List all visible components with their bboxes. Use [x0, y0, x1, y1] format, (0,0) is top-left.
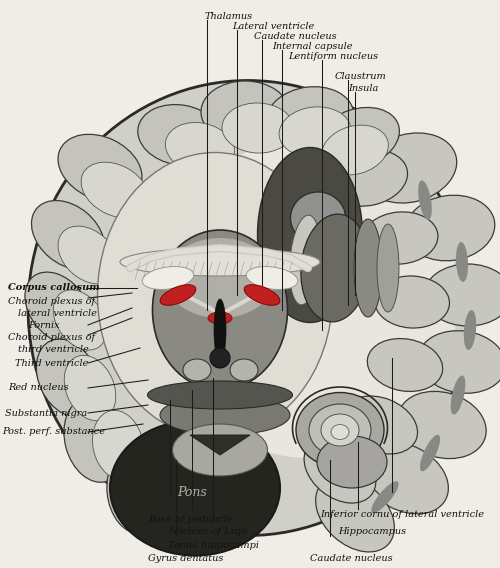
- Ellipse shape: [135, 452, 185, 524]
- Ellipse shape: [244, 285, 280, 305]
- Text: Insula: Insula: [348, 84, 378, 93]
- Ellipse shape: [92, 410, 144, 479]
- Ellipse shape: [362, 442, 448, 514]
- Ellipse shape: [148, 381, 292, 409]
- Ellipse shape: [377, 224, 399, 312]
- Ellipse shape: [316, 476, 394, 552]
- Ellipse shape: [450, 375, 466, 415]
- Text: Red nucleus: Red nucleus: [8, 383, 68, 392]
- Ellipse shape: [317, 436, 387, 488]
- Text: Post. perf. substance: Post. perf. substance: [2, 428, 105, 436]
- Ellipse shape: [138, 105, 222, 165]
- Ellipse shape: [165, 238, 275, 318]
- Ellipse shape: [464, 310, 476, 350]
- Text: third ventricle: third ventricle: [18, 345, 89, 354]
- Ellipse shape: [316, 107, 400, 169]
- Ellipse shape: [98, 152, 332, 437]
- Ellipse shape: [418, 180, 432, 220]
- Ellipse shape: [214, 299, 226, 361]
- Text: Inferior cornu of lateral ventricle: Inferior cornu of lateral ventricle: [320, 510, 484, 519]
- Text: Hippocampus: Hippocampus: [338, 527, 406, 536]
- Ellipse shape: [142, 266, 194, 290]
- Ellipse shape: [301, 214, 369, 322]
- Ellipse shape: [222, 103, 294, 153]
- Ellipse shape: [364, 133, 456, 203]
- Ellipse shape: [405, 195, 495, 261]
- Ellipse shape: [107, 446, 169, 534]
- Ellipse shape: [36, 339, 100, 417]
- Polygon shape: [190, 435, 250, 455]
- Ellipse shape: [290, 192, 346, 244]
- Ellipse shape: [372, 481, 398, 513]
- Text: Third ventricle: Third ventricle: [15, 358, 88, 367]
- Ellipse shape: [32, 201, 104, 269]
- Ellipse shape: [201, 81, 289, 143]
- Ellipse shape: [246, 266, 298, 290]
- Text: Pons: Pons: [177, 486, 207, 499]
- Text: lateral ventricle: lateral ventricle: [18, 308, 97, 318]
- Ellipse shape: [110, 420, 280, 556]
- Ellipse shape: [54, 290, 106, 350]
- Ellipse shape: [230, 359, 258, 381]
- Ellipse shape: [362, 212, 438, 264]
- Text: Claustrum: Claustrum: [335, 72, 387, 81]
- Ellipse shape: [28, 81, 468, 536]
- Text: Internal capsule: Internal capsule: [272, 42, 352, 51]
- Ellipse shape: [354, 219, 382, 317]
- Ellipse shape: [304, 437, 376, 503]
- Ellipse shape: [160, 395, 290, 435]
- Ellipse shape: [374, 276, 450, 328]
- Ellipse shape: [456, 242, 468, 282]
- Ellipse shape: [420, 435, 440, 471]
- Ellipse shape: [328, 150, 407, 206]
- Ellipse shape: [208, 312, 232, 324]
- Ellipse shape: [258, 148, 362, 323]
- Text: Base of peduncle: Base of peduncle: [148, 515, 232, 524]
- Ellipse shape: [322, 125, 388, 175]
- Ellipse shape: [418, 331, 500, 393]
- Text: Substantia nigra: Substantia nigra: [5, 408, 87, 417]
- Text: Lateral ventricle: Lateral ventricle: [232, 22, 314, 31]
- Ellipse shape: [424, 264, 500, 326]
- Text: Choroid plexus of: Choroid plexus of: [8, 298, 95, 307]
- Text: Lentiform nucleus: Lentiform nucleus: [288, 52, 378, 61]
- Ellipse shape: [64, 398, 126, 482]
- Ellipse shape: [166, 123, 234, 173]
- Text: Caudate nucleus: Caudate nucleus: [310, 554, 392, 563]
- Text: Nucleus of Luys: Nucleus of Luys: [168, 527, 248, 536]
- Ellipse shape: [64, 356, 116, 421]
- Text: Choroid plexus of: Choroid plexus of: [8, 333, 95, 343]
- Text: Corpus callosum: Corpus callosum: [8, 283, 100, 293]
- Ellipse shape: [58, 134, 142, 202]
- Ellipse shape: [58, 226, 118, 284]
- Ellipse shape: [81, 162, 149, 218]
- Text: Gyrus dentatus: Gyrus dentatus: [148, 554, 224, 563]
- Ellipse shape: [152, 230, 288, 390]
- Ellipse shape: [398, 391, 486, 458]
- Ellipse shape: [183, 359, 211, 381]
- Ellipse shape: [120, 248, 320, 276]
- Ellipse shape: [309, 404, 371, 456]
- Ellipse shape: [296, 392, 384, 467]
- Ellipse shape: [290, 215, 320, 305]
- Ellipse shape: [342, 396, 417, 454]
- Ellipse shape: [279, 107, 351, 157]
- Ellipse shape: [158, 138, 458, 458]
- Ellipse shape: [331, 424, 349, 440]
- Ellipse shape: [172, 424, 268, 476]
- Text: Caudate nucleus: Caudate nucleus: [254, 32, 336, 41]
- Ellipse shape: [368, 339, 442, 391]
- Circle shape: [210, 348, 230, 368]
- Ellipse shape: [25, 272, 91, 344]
- Text: Tænia hippocampi: Tænia hippocampi: [168, 541, 259, 550]
- Text: Fornix: Fornix: [28, 320, 60, 329]
- Ellipse shape: [160, 285, 196, 305]
- Ellipse shape: [266, 87, 354, 149]
- Ellipse shape: [321, 414, 359, 446]
- Text: Thalamus: Thalamus: [205, 12, 253, 21]
